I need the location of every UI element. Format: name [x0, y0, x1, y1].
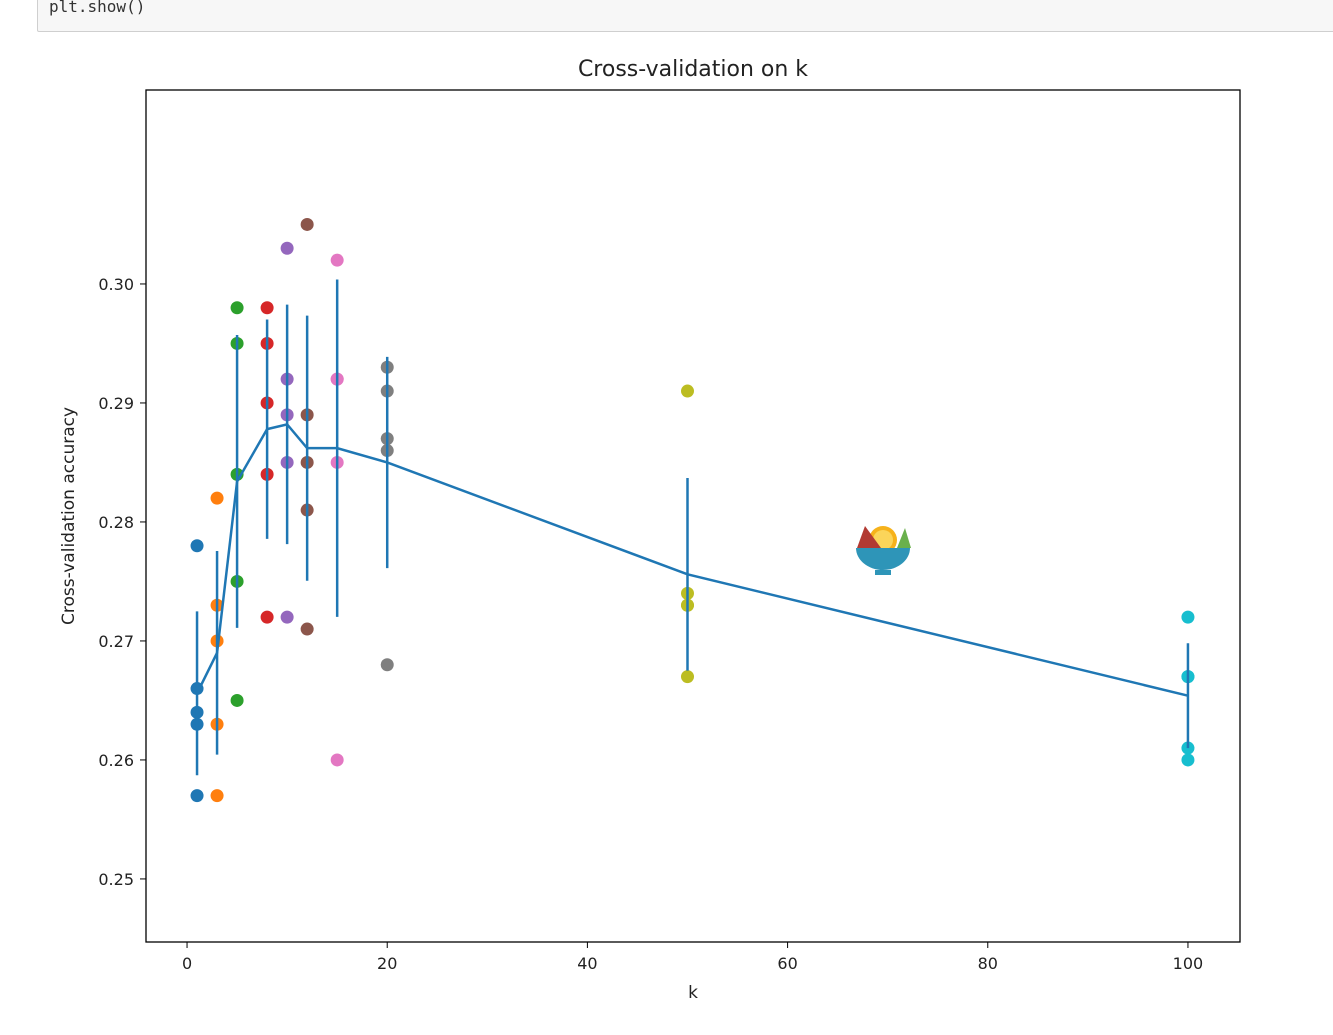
chart-title: Cross-validation on k	[578, 57, 808, 82]
y-tick-label: 0.27	[98, 632, 134, 651]
scatter-point	[230, 693, 244, 707]
scatter-point	[1181, 753, 1195, 767]
fruit-bowl-icon	[856, 526, 911, 575]
code-text: plt.show()	[49, 0, 146, 16]
x-axis-label: k	[688, 983, 698, 1003]
y-tick-label: 0.30	[98, 275, 134, 294]
x-tick-label: 20	[377, 954, 397, 973]
x-tick-label: 80	[978, 954, 998, 973]
scatter-point	[260, 610, 274, 624]
scatter-point	[230, 301, 244, 315]
y-tick-label: 0.26	[98, 751, 134, 770]
x-tick-label: 0	[182, 954, 192, 973]
x-tick-label: 60	[777, 954, 797, 973]
code-cell[interactable]: plt.show()	[37, 0, 1333, 32]
y-axis-label: Cross-validation accuracy	[59, 407, 79, 625]
x-tick-label: 40	[577, 954, 597, 973]
scatter-point	[330, 753, 344, 767]
x-tick-label: 100	[1173, 954, 1204, 973]
y-tick-label: 0.25	[98, 870, 134, 889]
plot-frame	[145, 89, 1241, 943]
scatter-point	[380, 658, 394, 672]
scatter-point	[190, 539, 204, 553]
y-tick-label: 0.28	[98, 513, 134, 532]
scatter-point	[190, 789, 204, 803]
scatter-point	[280, 241, 294, 255]
scatter-point	[300, 217, 314, 231]
scatter-point	[330, 253, 344, 267]
scatter-point	[300, 622, 314, 636]
y-tick-label: 0.29	[98, 394, 134, 413]
scatter-point	[1181, 610, 1195, 624]
scatter-point	[210, 491, 224, 505]
scatter-point	[210, 789, 224, 803]
scatter-point	[260, 301, 274, 315]
scatter-point	[680, 384, 694, 398]
mean-line	[195, 422, 1189, 697]
scatter-point	[680, 670, 694, 684]
scatter-point	[280, 610, 294, 624]
